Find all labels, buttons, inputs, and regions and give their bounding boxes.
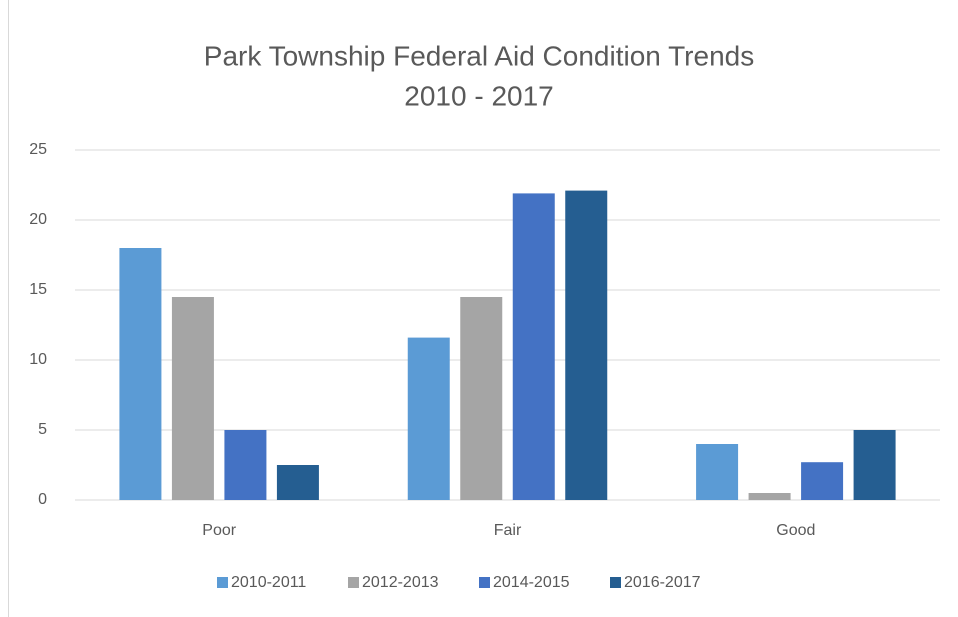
legend-label: 2010-2011 [231,574,306,591]
legend-label: 2014-2015 [493,574,570,591]
y-tick-label: 0 [38,491,47,508]
legend-label: 2012-2013 [362,574,439,591]
bar [853,430,896,500]
bar [224,430,267,500]
legend-swatch [479,577,490,588]
x-tick-label: Poor [202,522,236,539]
bar [460,297,503,500]
x-tick-label: Good [776,522,815,539]
chart-subtitle: 2010 - 2017 [404,80,553,111]
bar [276,465,319,500]
bar [512,193,555,500]
bar [119,248,162,500]
y-tick-label: 5 [38,421,47,438]
y-tick-label: 10 [29,351,47,368]
bar [171,297,214,500]
x-tick-label: Fair [494,522,522,539]
bar [407,337,450,500]
y-tick-label: 15 [29,281,47,298]
legend-swatch [610,577,621,588]
bar [748,493,791,500]
y-tick-label: 20 [29,211,47,228]
legend-label: 2016-2017 [624,574,701,591]
y-tick-label: 25 [29,141,47,158]
bar [696,444,739,500]
bar [801,462,844,500]
legend-swatch [217,577,228,588]
chart-title: Park Township Federal Aid Condition Tren… [204,40,754,71]
legend-swatch [348,577,359,588]
bar [565,190,608,500]
